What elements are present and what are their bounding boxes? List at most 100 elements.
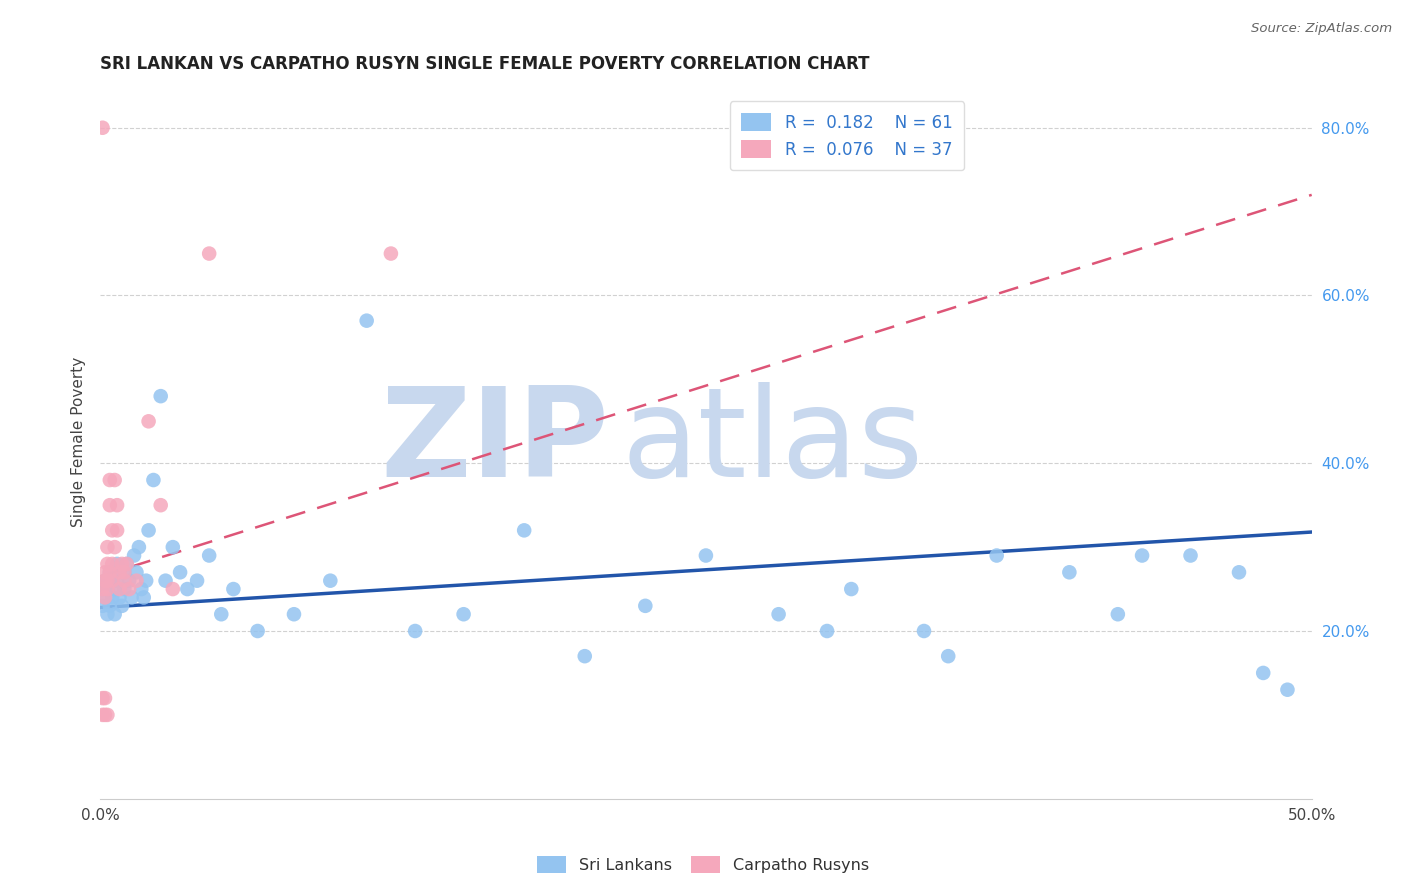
Point	[105, 498, 128, 512]
Point	[176, 582, 198, 596]
Point	[91, 582, 114, 596]
Point	[115, 557, 138, 571]
Point	[122, 549, 145, 563]
Point	[98, 566, 121, 580]
Point	[283, 607, 305, 622]
Point	[149, 498, 172, 512]
Point	[105, 574, 128, 588]
Point	[101, 557, 124, 571]
Text: Source: ZipAtlas.com: Source: ZipAtlas.com	[1251, 22, 1392, 36]
Point	[94, 707, 117, 722]
Point	[111, 557, 134, 571]
Point	[356, 313, 378, 327]
Point	[115, 557, 138, 571]
Point	[815, 624, 838, 638]
Point	[142, 473, 165, 487]
Point	[169, 566, 191, 580]
Point	[138, 414, 160, 428]
Point	[91, 707, 114, 722]
Point	[138, 524, 160, 538]
Point	[96, 582, 118, 596]
Point	[98, 599, 121, 613]
Point	[104, 607, 127, 622]
Point	[101, 574, 124, 588]
Point	[94, 566, 117, 580]
Point	[94, 574, 117, 588]
Point	[94, 591, 117, 605]
Point	[1227, 566, 1250, 580]
Point	[404, 624, 426, 638]
Point	[91, 599, 114, 613]
Point	[101, 591, 124, 605]
Point	[936, 649, 959, 664]
Point	[695, 549, 717, 563]
Point	[91, 120, 114, 135]
Point	[155, 574, 177, 588]
Point	[380, 246, 402, 260]
Point	[453, 607, 475, 622]
Point	[198, 246, 221, 260]
Point	[574, 649, 596, 664]
Point	[96, 707, 118, 722]
Point	[98, 498, 121, 512]
Point	[105, 524, 128, 538]
Point	[96, 607, 118, 622]
Point	[135, 574, 157, 588]
Point	[108, 591, 131, 605]
Point	[125, 574, 148, 588]
Point	[125, 566, 148, 580]
Point	[319, 574, 342, 588]
Point	[94, 591, 117, 605]
Point	[94, 574, 117, 588]
Point	[98, 473, 121, 487]
Point	[96, 582, 118, 596]
Point	[98, 566, 121, 580]
Y-axis label: Single Female Poverty: Single Female Poverty	[72, 357, 86, 527]
Point	[162, 582, 184, 596]
Legend: Sri Lankans, Carpatho Rusyns: Sri Lankans, Carpatho Rusyns	[531, 849, 875, 880]
Point	[104, 473, 127, 487]
Point	[1180, 549, 1202, 563]
Point	[94, 691, 117, 706]
Point	[96, 540, 118, 554]
Point	[112, 582, 135, 596]
Point	[104, 582, 127, 596]
Point	[96, 574, 118, 588]
Point	[96, 557, 118, 571]
Point	[128, 540, 150, 554]
Point	[132, 591, 155, 605]
Point	[839, 582, 862, 596]
Text: ZIP: ZIP	[380, 382, 609, 503]
Point	[131, 582, 153, 596]
Point	[162, 540, 184, 554]
Point	[912, 624, 935, 638]
Point	[108, 566, 131, 580]
Point	[101, 524, 124, 538]
Point	[768, 607, 790, 622]
Point	[1107, 607, 1129, 622]
Text: SRI LANKAN VS CARPATHO RUSYN SINGLE FEMALE POVERTY CORRELATION CHART: SRI LANKAN VS CARPATHO RUSYN SINGLE FEMA…	[100, 55, 870, 73]
Point	[91, 691, 114, 706]
Text: atlas: atlas	[621, 382, 924, 503]
Point	[108, 582, 131, 596]
Point	[112, 566, 135, 580]
Point	[1059, 566, 1081, 580]
Point	[986, 549, 1008, 563]
Point	[111, 599, 134, 613]
Point	[513, 524, 536, 538]
Legend: R =  0.182    N = 61, R =  0.076    N = 37: R = 0.182 N = 61, R = 0.076 N = 37	[730, 102, 965, 170]
Point	[1277, 682, 1299, 697]
Point	[1251, 665, 1274, 680]
Point	[209, 607, 232, 622]
Point	[246, 624, 269, 638]
Point	[1130, 549, 1153, 563]
Point	[634, 599, 657, 613]
Point	[118, 574, 141, 588]
Point	[118, 582, 141, 596]
Point	[186, 574, 208, 588]
Point	[222, 582, 245, 596]
Point	[101, 574, 124, 588]
Point	[104, 540, 127, 554]
Point	[149, 389, 172, 403]
Point	[198, 549, 221, 563]
